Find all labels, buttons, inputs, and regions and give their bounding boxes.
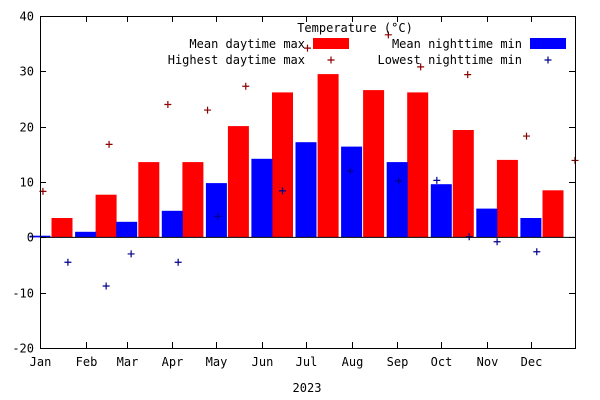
legend: Mean daytime max Mean nighttime min Highes… xyxy=(168,37,566,67)
lowest-nighttime-min-point xyxy=(279,187,287,195)
highest-daytime-max-point xyxy=(242,82,250,90)
highest-daytime-max-point xyxy=(522,132,530,140)
mean-nighttime-min-bar xyxy=(116,221,138,238)
x-axis-label: 2023 xyxy=(293,381,322,395)
highest-daytime-max-point xyxy=(105,140,113,148)
lowest-nighttime-min-point xyxy=(465,233,473,241)
mean-daytime-max-bar xyxy=(496,159,518,238)
legend-label: Mean daytime max xyxy=(189,37,305,51)
lowest-nighttime-min-point xyxy=(64,258,72,266)
lowest-nighttime-min-point xyxy=(346,167,354,175)
mean-nighttime-min-bar xyxy=(520,218,542,238)
legend-marker xyxy=(327,56,335,64)
legend-swatch xyxy=(530,38,566,49)
x-tick-label: Aug xyxy=(342,355,364,369)
axes-layer: -20 -10 0 10 20 30 40 Jan Feb Mar Apr May Jun Jul Aug S… xyxy=(12,10,575,369)
x-tick-label: Mar xyxy=(117,355,139,369)
mean-daytime-max-bar xyxy=(363,90,385,238)
bars-layer xyxy=(29,74,564,238)
lowest-nighttime-min-point xyxy=(102,282,110,290)
mean-daytime-max-bar xyxy=(452,130,474,238)
mean-nighttime-min-bar xyxy=(295,142,317,238)
mean-daytime-max-bar xyxy=(182,162,204,238)
highest-daytime-max-point xyxy=(417,63,425,71)
highest-daytime-max-point xyxy=(464,71,472,79)
mean-daytime-max-bar xyxy=(138,162,160,238)
legend-item-mean-nighttime-min: Mean nighttime min xyxy=(392,37,566,51)
lowest-nighttime-min-point xyxy=(433,176,441,184)
mean-nighttime-min-bar xyxy=(75,231,97,238)
mean-daytime-max-bar xyxy=(227,126,249,238)
x-tick-label: Nov xyxy=(477,355,499,369)
y-tick-label: 10 xyxy=(20,176,34,190)
x-tick-label: Jun xyxy=(252,355,274,369)
y-tick-label: 20 xyxy=(20,121,34,135)
legend-label: Mean nighttime min xyxy=(392,37,522,51)
mean-nighttime-min-bar xyxy=(161,210,183,238)
mean-nighttime-min-bar xyxy=(386,162,408,238)
y-tick-label: 0 xyxy=(27,231,34,245)
x-tick-label: Feb xyxy=(76,355,98,369)
legend-item-lowest-nighttime-min: Lowest nighttime min xyxy=(378,53,552,67)
mean-nighttime-min-bar xyxy=(205,183,227,238)
legend-item-highest-daytime-max: Highest daytime max xyxy=(168,53,335,67)
y-tick-label: 40 xyxy=(20,10,34,24)
legend-swatch xyxy=(313,38,349,49)
x-tick-label: Oct xyxy=(431,355,453,369)
lowest-nighttime-min-point xyxy=(533,248,541,256)
mean-nighttime-min-bar xyxy=(430,184,452,238)
lowest-nighttime-min-point xyxy=(493,238,501,246)
mean-nighttime-min-bar xyxy=(341,146,363,238)
legend-label: Highest daytime max xyxy=(168,53,305,67)
mean-daytime-max-bar xyxy=(542,190,564,238)
lowest-nighttime-min-point xyxy=(395,177,403,185)
x-tick-label: Jul xyxy=(296,355,318,369)
legend-label: Lowest nighttime min xyxy=(378,53,523,67)
x-tick-label: Dec xyxy=(521,355,543,369)
mean-daytime-max-bar xyxy=(95,194,117,238)
highest-daytime-max-point xyxy=(304,44,311,52)
y-tick-label: 30 xyxy=(20,65,34,79)
mean-daytime-max-bar xyxy=(407,92,429,238)
mean-daytime-max-bar xyxy=(51,218,73,238)
x-tick-label: Jan xyxy=(30,355,52,369)
y-tick-label: -10 xyxy=(12,287,34,301)
highest-daytime-max-point xyxy=(204,106,212,114)
mean-daytime-max-bar xyxy=(272,92,293,238)
x-tick-label: Apr xyxy=(162,355,184,369)
lowest-nighttime-min-point xyxy=(174,258,182,266)
legend-marker xyxy=(544,56,552,64)
highest-daytime-max-point xyxy=(164,101,172,109)
x-tick-label: Sep xyxy=(387,355,409,369)
x-tick-label: May xyxy=(206,355,228,369)
lowest-nighttime-min-point xyxy=(127,250,135,258)
points-layer xyxy=(39,31,579,290)
legend-item-mean-daytime-max: Mean daytime max xyxy=(189,37,349,51)
mean-daytime-max-bar xyxy=(317,74,339,238)
highest-daytime-max-point xyxy=(384,31,392,39)
mean-nighttime-min-bar xyxy=(251,158,273,238)
chart-title: Temperature (°C) xyxy=(297,21,413,35)
mean-nighttime-min-bar xyxy=(476,208,498,238)
lowest-nighttime-min-point xyxy=(214,212,222,220)
y-tick-label: -20 xyxy=(12,342,34,356)
